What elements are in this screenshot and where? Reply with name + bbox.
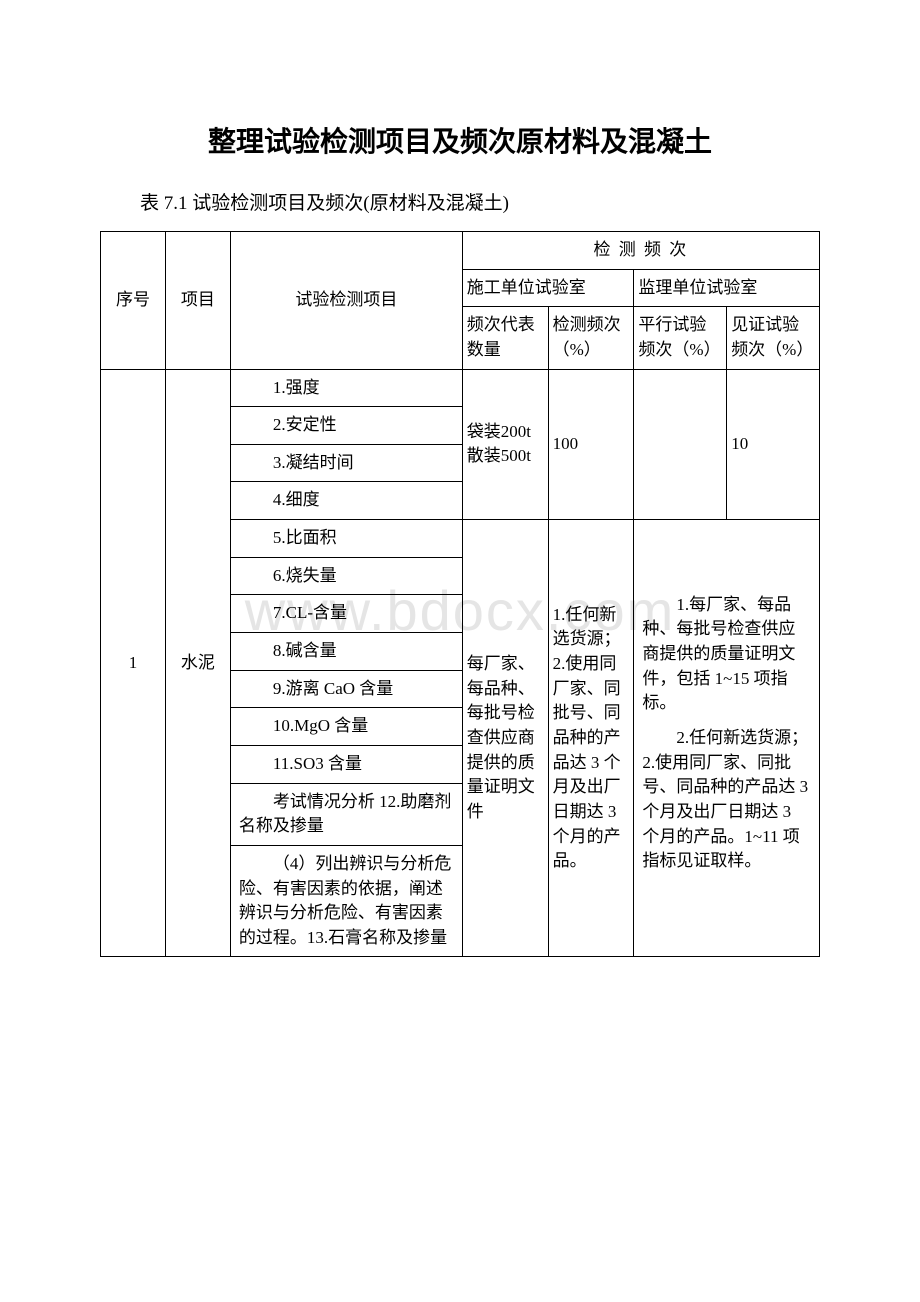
- supervisor-p2: 2.任何新选货源；2.使用同厂家、同批号、同品种的产品达 3 个月及出厂日期达 …: [642, 726, 811, 874]
- cell-witness-pct-a: 10: [727, 369, 820, 520]
- cell-test: 考试情况分析 12.助磨剂名称及掺量: [230, 783, 462, 845]
- page: www.bdocx.com 整理试验检测项目及频次原材料及混凝土 表 7.1 试…: [0, 0, 920, 1017]
- cell-freq-qty-b: 每厂家、每品种、每批号检查供应商提供的质量证明文件: [462, 520, 548, 957]
- header-supervisor-lab: 监理单位试验室: [634, 269, 820, 307]
- cell-test: 6.烧失量: [230, 557, 462, 595]
- cell-test: 8.碱含量: [230, 633, 462, 671]
- cell-test: （4）列出辨识与分析危险、有害因素的依据，阐述辨识与分析危险、有害因素的过程。1…: [230, 845, 462, 957]
- header-seq: 序号: [101, 232, 166, 370]
- page-title: 整理试验检测项目及频次原材料及混凝土: [100, 120, 820, 160]
- cell-test: 1.强度: [230, 369, 462, 407]
- cell-parallel-a: [634, 369, 727, 520]
- cell-test: 3.凝结时间: [230, 444, 462, 482]
- cell-test: 9.游离 CaO 含量: [230, 670, 462, 708]
- supervisor-p1: 1.每厂家、每品种、每批号检查供应商提供的质量证明文件，包括 1~15 项指标。: [642, 593, 811, 716]
- cell-test: 2.安定性: [230, 407, 462, 445]
- header-test-pct: 检测频次（%）: [548, 307, 634, 369]
- cell-test: 4.细度: [230, 482, 462, 520]
- header-construction-lab: 施工单位试验室: [462, 269, 634, 307]
- table-row: 序号 项目 试验检测项目 检 测 频 次: [101, 232, 820, 270]
- cell-test: 10.MgO 含量: [230, 708, 462, 746]
- cell-item: 水泥: [165, 369, 230, 957]
- page-subtitle: 表 7.1 试验检测项目及频次(原材料及混凝土): [140, 188, 820, 215]
- cell-test-pct-b: 1.任何新选货源；2.使用同厂家、同批号、同品种的产品达 3 个月及出厂日期达 …: [548, 520, 634, 957]
- cell-supervisor-merged: 1.每厂家、每品种、每批号检查供应商提供的质量证明文件，包括 1~15 项指标。…: [634, 520, 820, 957]
- table-row: 1 水泥 1.强度 袋装200t散装500t 100 10: [101, 369, 820, 407]
- header-parallel-pct: 平行试验频次（%）: [634, 307, 727, 369]
- inspection-table: 序号 项目 试验检测项目 检 测 频 次 施工单位试验室 监理单位试验室 频次代…: [100, 231, 820, 957]
- cell-test: 7.CL-含量: [230, 595, 462, 633]
- cell-test: 11.SO3 含量: [230, 745, 462, 783]
- header-freq-top: 检 测 频 次: [462, 232, 819, 270]
- header-freq-qty: 频次代表数量: [462, 307, 548, 369]
- cell-test-pct-a: 100: [548, 369, 634, 520]
- header-witness-pct: 见证试验频次（%）: [727, 307, 820, 369]
- cell-seq: 1: [101, 369, 166, 957]
- header-test-items: 试验检测项目: [230, 232, 462, 370]
- header-item: 项目: [165, 232, 230, 370]
- cell-test: 5.比面积: [230, 520, 462, 558]
- cell-freq-qty-a: 袋装200t散装500t: [462, 369, 548, 520]
